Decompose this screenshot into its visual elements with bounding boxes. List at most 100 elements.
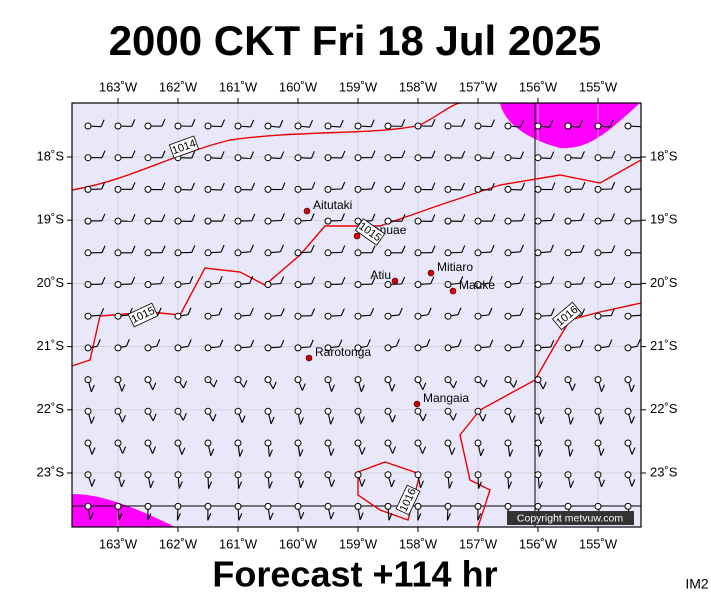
station — [385, 313, 391, 319]
station — [625, 408, 631, 414]
station — [565, 155, 571, 161]
station — [535, 345, 541, 351]
station — [115, 408, 121, 414]
station — [145, 408, 151, 414]
station — [295, 472, 301, 478]
station — [625, 218, 631, 224]
station — [535, 250, 541, 256]
station — [625, 282, 631, 288]
station — [535, 123, 541, 129]
station — [115, 313, 121, 319]
station — [625, 472, 631, 478]
station — [595, 155, 601, 161]
station — [505, 408, 511, 414]
station — [445, 345, 451, 351]
lat-label: 20˚S — [650, 275, 678, 290]
station — [385, 155, 391, 161]
station — [325, 186, 331, 192]
station — [475, 408, 481, 414]
station — [565, 218, 571, 224]
station — [505, 440, 511, 446]
lat-label: 22˚S — [37, 401, 65, 416]
place-label: Aitutaki — [313, 198, 352, 212]
lon-label: 163˚W — [99, 536, 138, 551]
station — [325, 408, 331, 414]
station — [235, 155, 241, 161]
station — [415, 218, 421, 224]
station — [595, 408, 601, 414]
station — [145, 377, 151, 383]
station — [445, 408, 451, 414]
station — [145, 250, 151, 256]
station — [355, 282, 361, 288]
station — [535, 377, 541, 383]
lon-label: 160˚W — [279, 536, 318, 551]
station — [265, 218, 271, 224]
station — [205, 186, 211, 192]
station — [535, 155, 541, 161]
station — [445, 313, 451, 319]
station — [265, 472, 271, 478]
station — [355, 155, 361, 161]
station — [85, 282, 91, 288]
lat-label: 20˚S — [37, 275, 65, 290]
station — [115, 250, 121, 256]
station — [85, 503, 91, 509]
station — [445, 155, 451, 161]
station — [235, 282, 241, 288]
station — [505, 503, 511, 509]
station — [475, 503, 481, 509]
station — [385, 377, 391, 383]
station — [145, 345, 151, 351]
station — [535, 472, 541, 478]
place-marker — [306, 355, 312, 361]
lon-label: 158˚W — [399, 536, 438, 551]
station — [145, 186, 151, 192]
station — [235, 440, 241, 446]
station — [175, 472, 181, 478]
station — [415, 472, 421, 478]
station — [205, 123, 211, 129]
station — [565, 440, 571, 446]
station — [175, 313, 181, 319]
station — [325, 472, 331, 478]
place-label: Mangaia — [423, 391, 469, 405]
station — [175, 123, 181, 129]
station — [85, 345, 91, 351]
station — [415, 440, 421, 446]
station — [595, 123, 601, 129]
station — [565, 186, 571, 192]
station — [175, 186, 181, 192]
station — [355, 440, 361, 446]
station — [325, 218, 331, 224]
place-marker — [428, 270, 434, 276]
station — [265, 123, 271, 129]
station — [475, 218, 481, 224]
lon-label: 162˚W — [159, 79, 198, 94]
station — [85, 186, 91, 192]
lon-label: 162˚W — [159, 536, 198, 551]
station — [265, 440, 271, 446]
station — [145, 155, 151, 161]
station — [175, 440, 181, 446]
station — [265, 503, 271, 509]
station — [535, 408, 541, 414]
station — [505, 250, 511, 256]
station — [175, 218, 181, 224]
station — [505, 377, 511, 383]
place-marker — [354, 233, 360, 239]
station — [295, 218, 301, 224]
station — [205, 218, 211, 224]
lon-label: 158˚W — [399, 79, 438, 94]
place-marker — [392, 278, 398, 284]
station — [115, 440, 121, 446]
lon-label: 155˚W — [579, 79, 618, 94]
station — [325, 503, 331, 509]
lat-label: 23˚S — [37, 464, 65, 479]
station — [115, 377, 121, 383]
station — [505, 313, 511, 319]
station — [175, 503, 181, 509]
place-label: Mitiaro — [437, 260, 473, 274]
station — [145, 472, 151, 478]
station — [595, 250, 601, 256]
